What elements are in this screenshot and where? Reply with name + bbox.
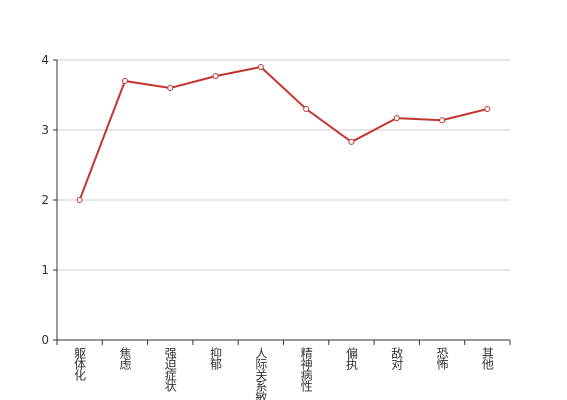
x-tick-label: 强迫症状 bbox=[163, 347, 177, 392]
point bbox=[76, 197, 83, 203]
y-tick-label: 2 bbox=[41, 193, 49, 207]
y-tick-label: 1 bbox=[41, 263, 49, 277]
line bbox=[78, 65, 488, 201]
point bbox=[257, 64, 264, 70]
x-tick-label: 偏执 bbox=[344, 346, 358, 371]
point bbox=[348, 138, 355, 145]
point bbox=[393, 115, 400, 122]
x-tick-label: 恐怖 bbox=[435, 347, 449, 370]
x-tick-label: 人际关系敏感 bbox=[254, 347, 268, 400]
point bbox=[439, 117, 446, 124]
x-tick-label: 精神病性 bbox=[299, 347, 313, 393]
y-tick-label: 3 bbox=[41, 123, 49, 137]
point bbox=[484, 106, 491, 112]
point bbox=[212, 73, 219, 80]
point bbox=[167, 85, 174, 91]
y-tick-label: 4 bbox=[41, 53, 49, 67]
x-tick-label: 其他 bbox=[480, 347, 494, 370]
x-tick-label: 焦虑 bbox=[118, 347, 132, 370]
point bbox=[303, 106, 310, 112]
point bbox=[121, 78, 128, 84]
x-tick-label: 躯体化 bbox=[73, 346, 87, 382]
x-tick-label: 抑郁 bbox=[209, 346, 223, 371]
x-tick-label: 敌对 bbox=[390, 346, 404, 370]
y-tick-label: 0 bbox=[41, 333, 49, 347]
